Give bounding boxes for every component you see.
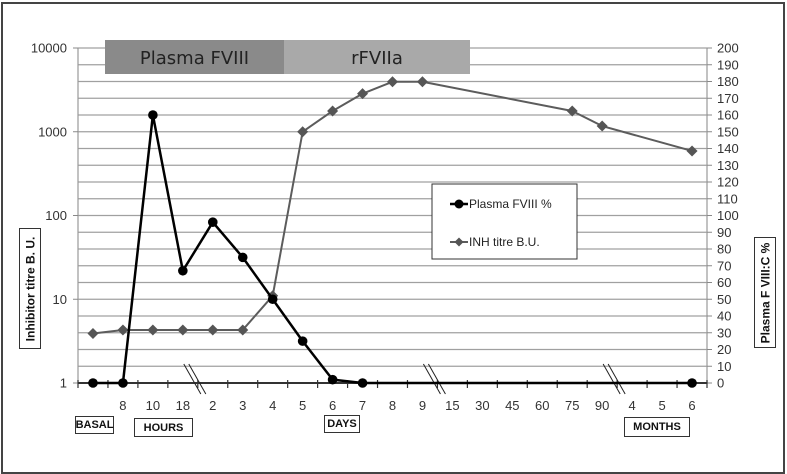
data-point bbox=[117, 324, 129, 336]
data-point bbox=[237, 324, 249, 336]
data-point bbox=[87, 327, 99, 339]
axis-break-mark bbox=[183, 363, 202, 395]
data-point bbox=[416, 76, 428, 88]
y-left-tick-label: 1000 bbox=[38, 124, 67, 139]
data-point bbox=[267, 294, 278, 305]
series-plasma-fviii bbox=[88, 110, 697, 388]
y-right-tick-label: 60 bbox=[717, 275, 731, 290]
y-right-axis-title-text: Plasma F VIII:C % bbox=[758, 242, 773, 343]
y-right-tick-label: 170 bbox=[717, 91, 739, 106]
y-left-tick-label: 10000 bbox=[31, 41, 67, 56]
y-right-tick-label: 20 bbox=[717, 342, 731, 357]
legend-box bbox=[431, 183, 578, 260]
treatment-band bbox=[105, 40, 284, 74]
x-tick-label: 4 bbox=[269, 398, 276, 413]
y-left-tick-label: 1 bbox=[60, 376, 67, 391]
data-point bbox=[327, 374, 338, 385]
treatment-band-label: Plasma FVIII bbox=[140, 48, 249, 69]
axis-break-mark bbox=[188, 363, 207, 395]
group-label-basal: BASAL bbox=[75, 416, 114, 434]
y-right-tick-label: 30 bbox=[717, 325, 731, 340]
x-tick-label: 60 bbox=[535, 398, 549, 413]
data-point bbox=[88, 378, 98, 388]
y-right-tick-label: 10 bbox=[717, 359, 731, 374]
data-point bbox=[207, 324, 219, 336]
data-point bbox=[297, 126, 309, 138]
group-label-hours: HOURS bbox=[134, 418, 193, 437]
data-point bbox=[147, 324, 159, 336]
y-right-tick-label: 70 bbox=[717, 258, 731, 273]
y-left-axis-title-text: Inhibitor titre B. U. bbox=[23, 236, 38, 341]
y-right-tick-label: 40 bbox=[717, 309, 731, 324]
legend-marker-inh bbox=[454, 237, 464, 247]
x-tick-label: 5 bbox=[658, 398, 665, 413]
x-tick-label: 15 bbox=[445, 398, 459, 413]
y-right-tick-label: 150 bbox=[717, 124, 739, 139]
data-point bbox=[387, 76, 398, 88]
data-point bbox=[687, 378, 697, 388]
series-inh-titre bbox=[87, 76, 698, 339]
y-right-tick-label: 100 bbox=[717, 208, 739, 223]
x-tick-label: 7 bbox=[359, 398, 366, 413]
x-tick-label: 6 bbox=[329, 398, 336, 413]
data-point bbox=[297, 336, 308, 346]
y-right-tick-label: 90 bbox=[717, 225, 731, 240]
y-right-tick-label: 0 bbox=[717, 376, 724, 391]
axis-break-mark bbox=[602, 363, 621, 395]
axis-break-mark bbox=[607, 363, 626, 395]
y-right-tick-label: 180 bbox=[717, 74, 739, 89]
legend-label-plasma: Plasma FVIII % bbox=[469, 197, 552, 211]
data-point bbox=[118, 378, 128, 388]
x-tick-label: 9 bbox=[419, 398, 426, 413]
data-point bbox=[177, 324, 189, 336]
data-point bbox=[596, 120, 608, 132]
y-left-tick-label: 10 bbox=[53, 292, 67, 307]
x-tick-label: 4 bbox=[629, 398, 636, 413]
x-tick-label: 75 bbox=[565, 398, 579, 413]
x-tick-label: 8 bbox=[119, 398, 126, 413]
data-point bbox=[148, 110, 158, 120]
treatment-band bbox=[284, 40, 470, 74]
group-label-days: DAYS bbox=[324, 415, 360, 433]
series-line bbox=[92, 80, 693, 335]
y-right-tick-label: 50 bbox=[717, 292, 731, 307]
y-right-tick-label: 190 bbox=[717, 57, 739, 72]
y-right-tick-label: 160 bbox=[717, 108, 739, 123]
axis-break-mark bbox=[427, 363, 446, 395]
data-point bbox=[237, 252, 248, 263]
y-left-axis-title: Inhibitor titre B. U. bbox=[19, 228, 41, 349]
x-tick-label: 6 bbox=[688, 398, 695, 413]
x-tick-label: 5 bbox=[299, 398, 306, 413]
x-tick-label: 30 bbox=[475, 398, 489, 413]
data-point bbox=[686, 145, 698, 157]
x-tick-label: 90 bbox=[595, 398, 609, 413]
data-point bbox=[566, 105, 578, 117]
data-point bbox=[327, 105, 339, 117]
data-point bbox=[357, 378, 368, 388]
legend-marker-plasma bbox=[454, 199, 464, 209]
y-right-tick-label: 200 bbox=[717, 41, 739, 56]
x-tick-label: 18 bbox=[176, 398, 190, 413]
y-right-tick-label: 120 bbox=[717, 175, 739, 190]
y-right-tick-label: 140 bbox=[717, 141, 739, 156]
treatment-band-label: rFVIIa bbox=[351, 48, 403, 69]
y-right-tick-label: 80 bbox=[717, 242, 731, 257]
x-tick-label: 3 bbox=[239, 398, 246, 413]
y-right-tick-label: 110 bbox=[717, 191, 738, 206]
x-tick-label: 10 bbox=[146, 398, 160, 413]
x-tick-label: 45 bbox=[505, 398, 519, 413]
y-right-axis-title: Plasma F VIII:C % bbox=[754, 237, 776, 348]
legend-label-inh: INH titre B.U. bbox=[469, 235, 540, 249]
x-tick-label: 2 bbox=[209, 398, 216, 413]
axis-break-mark bbox=[422, 363, 441, 395]
legend: Plasma FVIII % INH titre B.U. bbox=[431, 183, 578, 260]
y-left-tick-label: 100 bbox=[45, 208, 67, 223]
data-point bbox=[357, 88, 369, 100]
data-point bbox=[178, 265, 188, 276]
x-tick-label: 8 bbox=[389, 398, 396, 413]
group-label-months: MONTHS bbox=[624, 417, 690, 437]
y-right-tick-label: 130 bbox=[717, 158, 739, 173]
data-point bbox=[207, 217, 218, 227]
